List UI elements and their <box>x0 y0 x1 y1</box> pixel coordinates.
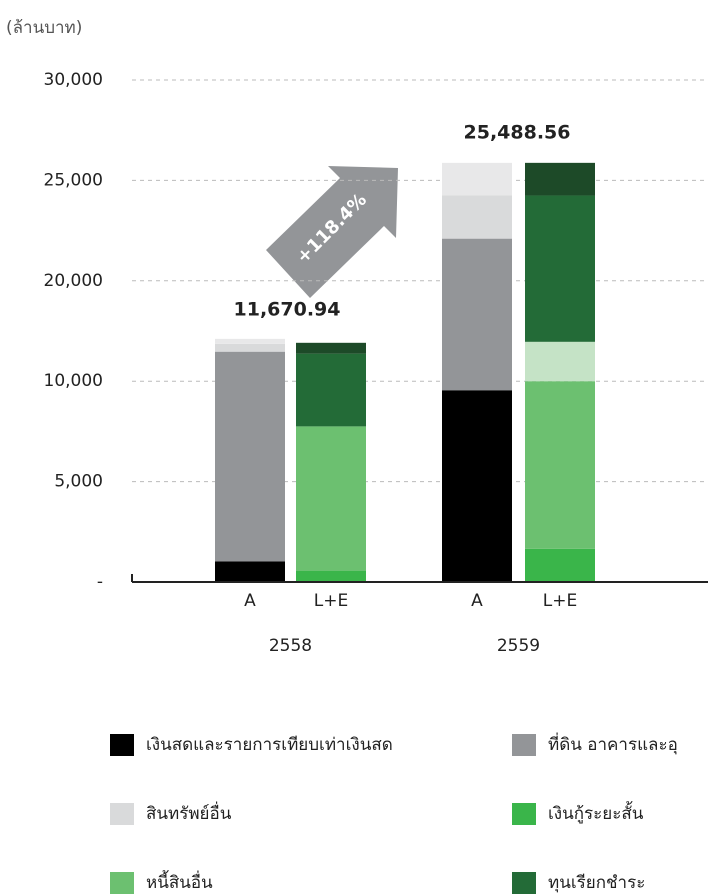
legend-label: สินทรัพย์อื่น <box>146 801 232 824</box>
growth-arrow: +118.4% <box>266 166 398 298</box>
legend-label: ทุนเรียกชำระ <box>548 873 645 893</box>
y-tick-label: 10,000 <box>44 371 103 391</box>
y-tick-label: 25,000 <box>44 170 103 190</box>
bar-segment <box>296 342 366 354</box>
bar-segment <box>296 426 366 571</box>
legend-label: ที่ดิน อาคารและอุ <box>548 732 678 755</box>
legend-swatch <box>512 803 536 825</box>
bar-segment <box>525 341 595 382</box>
legend-swatch <box>512 734 536 756</box>
bar-segment <box>215 351 285 562</box>
y-tick-label: 30,000 <box>44 70 103 90</box>
x-tick-label: A <box>471 591 483 611</box>
bar-segment <box>442 162 512 196</box>
legend-swatch <box>512 872 536 894</box>
bar-segment <box>525 381 595 549</box>
legend-label: เงินกู้ระยะสั้น <box>548 801 644 824</box>
bar-segment <box>296 353 366 427</box>
x-tick-label: A <box>244 591 256 611</box>
bar-segment <box>525 548 595 582</box>
y-axis-label: (ล้านบาท) <box>6 18 82 38</box>
legend-swatch <box>110 803 134 825</box>
arrow-shape <box>266 166 398 298</box>
bar-segment <box>215 338 285 344</box>
y-tick-label: 5,000 <box>54 472 103 492</box>
x-tick-label: L+E <box>314 591 348 611</box>
bar-segment <box>442 238 512 391</box>
legend-swatch <box>110 872 134 894</box>
bar-segment <box>442 390 512 582</box>
bar-segment <box>296 570 366 582</box>
y-tick-label: - <box>97 572 103 592</box>
group-label: 2559 <box>497 636 540 656</box>
legend-swatch <box>110 734 134 756</box>
total-label: 25,488.56 <box>464 122 571 144</box>
legend-label: เงินสดและรายการเทียบเท่าเงินสด <box>146 735 393 755</box>
bar-segment <box>442 195 512 239</box>
y-tick-label: 20,000 <box>44 271 103 291</box>
x-tick-label: L+E <box>543 591 577 611</box>
bar-segment <box>215 343 285 352</box>
total-label: 11,670.94 <box>234 299 341 321</box>
bar-segment <box>215 561 285 582</box>
legend-label: หนี้สินอื่น <box>146 870 213 893</box>
bar-segment <box>525 162 595 196</box>
group-label: 2558 <box>269 636 312 656</box>
bar-segment <box>525 195 595 342</box>
